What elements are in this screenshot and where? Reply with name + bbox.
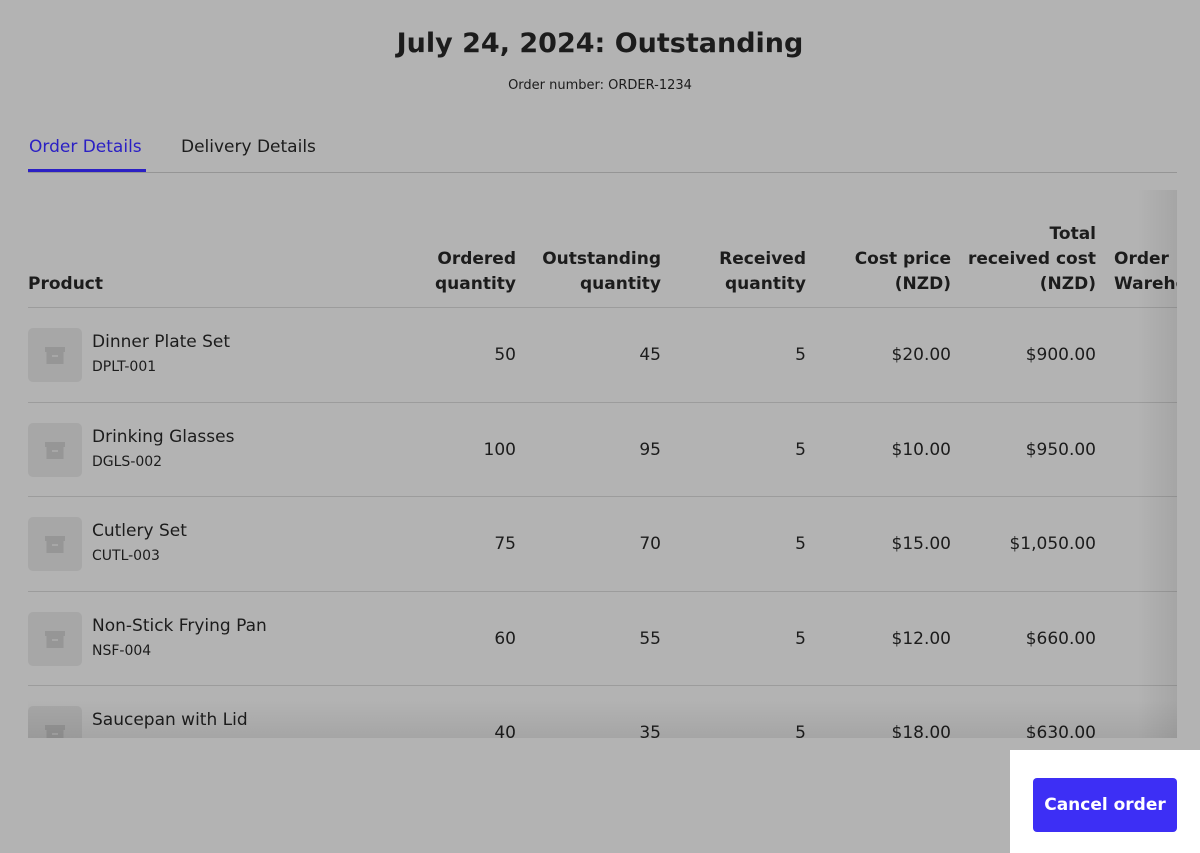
cell: 70: [639, 534, 661, 554]
bottom-shadow: [28, 700, 1177, 738]
product-name: Non-Stick Frying Pan: [92, 615, 267, 636]
column-header: (NZD): [894, 274, 951, 294]
cell: 50: [494, 345, 516, 365]
cell: $630.00: [1026, 723, 1096, 738]
product-sku: CUTL-003: [92, 548, 160, 564]
cell: 35: [639, 723, 661, 738]
scroll-shadow: [1137, 190, 1177, 738]
cell: $12.00: [891, 628, 951, 649]
column-header: (NZD): [1039, 274, 1096, 294]
cell: 55: [639, 628, 661, 649]
cell: 5: [795, 345, 806, 365]
product-name: Saucepan with Lid: [92, 710, 248, 730]
cell: $20.00: [891, 345, 951, 365]
column-header: Product: [28, 274, 103, 294]
product-sku: DGLS-002: [92, 453, 163, 470]
row-divider: [28, 590, 1177, 592]
column-header: Cost price: [854, 249, 951, 269]
product-name: Cutlery Set: [92, 521, 187, 541]
cell: 5: [795, 723, 806, 738]
cell: $10.00: [891, 439, 951, 460]
row-divider: [28, 685, 1177, 686]
cell: 60: [494, 628, 516, 649]
tab-divider: [28, 172, 1177, 173]
column-header: Warehouse: [1114, 272, 1177, 297]
title: July 24, 2024: Outstanding: [396, 28, 804, 59]
cell: 95: [639, 439, 661, 460]
box-icon: [45, 441, 65, 459]
product-name: Dinner Plate Set: [92, 332, 231, 352]
column-header: Ordered: [437, 249, 516, 269]
column-header: received cost: [967, 249, 1096, 269]
cancel-button[interactable]: Cancel order: [1033, 778, 1177, 832]
column-header: Order: [1114, 247, 1169, 272]
tab[interactable]: Delivery Details: [181, 137, 316, 157]
box-icon: [45, 725, 65, 738]
cell: 75: [494, 534, 516, 554]
cell: $18.00: [892, 723, 951, 738]
row-divider: [28, 401, 1177, 403]
cell: $1,050.00: [1009, 534, 1096, 554]
column-header: quantity: [434, 274, 516, 294]
column-header: quantity: [724, 274, 806, 294]
tab[interactable]: Order Details: [29, 137, 142, 157]
cell: 40: [494, 723, 516, 738]
box-icon: [45, 630, 65, 648]
box-icon: [45, 536, 65, 553]
cell: $15.00: [891, 534, 951, 554]
cell: 5: [795, 439, 806, 460]
product-sku: NSF-004: [92, 642, 152, 659]
cell: 5: [795, 628, 806, 649]
column-header: Outstanding: [542, 249, 661, 269]
product-name: Drinking Glasses: [92, 426, 235, 447]
cell: $950.00: [1025, 439, 1096, 460]
tab-indicator: [28, 169, 146, 172]
cell: $660.00: [1025, 628, 1096, 649]
cell: 45: [639, 345, 661, 365]
cell: 100: [483, 439, 516, 460]
column-header: quantity: [579, 274, 661, 294]
cell: $900.00: [1025, 345, 1096, 365]
product-sku: DPLT-001: [92, 359, 157, 375]
row-divider: [28, 307, 1177, 308]
table: Product Ordered quantity Outstanding quantit…: [28, 190, 1177, 738]
order-number: Order number: ORDER-1234: [508, 78, 692, 93]
column-header: Received: [719, 249, 806, 269]
box-icon: [45, 347, 65, 364]
cell: 5: [795, 534, 806, 554]
column-header: Total: [1049, 224, 1096, 244]
row-divider: [28, 496, 1177, 497]
